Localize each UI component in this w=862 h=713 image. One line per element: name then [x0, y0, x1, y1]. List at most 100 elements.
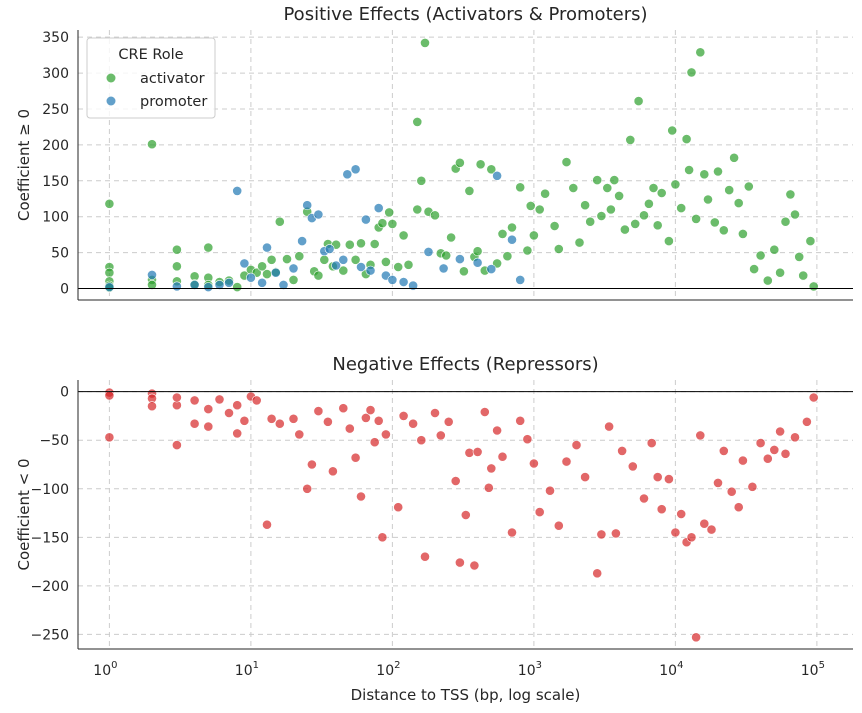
data-point — [681, 134, 692, 144]
data-point — [686, 532, 697, 543]
data-point — [755, 250, 766, 261]
top-panel: 0 50 100 150 200 250 300 350 Positive Effects (… — [15, 4, 853, 301]
data-point — [713, 477, 723, 488]
data-point — [648, 183, 659, 193]
data-point — [398, 410, 409, 421]
data-point — [104, 432, 115, 443]
y-tick-label: 300 — [42, 66, 69, 82]
data-point — [423, 246, 434, 257]
data-point — [479, 407, 490, 417]
data-point — [747, 481, 758, 492]
data-point — [398, 277, 409, 287]
data-point — [302, 200, 313, 211]
data-point — [387, 218, 398, 229]
data-point — [596, 211, 607, 221]
data-point — [360, 412, 371, 423]
data-point — [430, 408, 440, 418]
data-point — [398, 230, 409, 241]
data-point — [266, 254, 277, 265]
data-point — [297, 236, 307, 246]
data-point — [342, 169, 353, 180]
data-point — [652, 220, 663, 231]
x-tick-label: 105 — [801, 660, 825, 679]
data-point — [441, 250, 452, 261]
data-point — [620, 224, 630, 235]
data-point — [733, 502, 744, 513]
data-point — [743, 181, 754, 192]
data-point — [486, 463, 497, 474]
data-point — [147, 139, 157, 150]
data-point — [713, 166, 723, 177]
data-point — [469, 560, 480, 571]
data-point — [492, 170, 502, 181]
y-tick-label: 250 — [42, 102, 69, 118]
data-point — [691, 632, 701, 643]
data-point — [549, 221, 560, 231]
data-point — [483, 482, 494, 493]
y-tick-label: −100 — [31, 482, 69, 498]
data-point — [460, 510, 471, 520]
data-point — [350, 164, 361, 175]
data-point — [214, 279, 225, 290]
x-axis-label: Distance to TSS (bp, log scale) — [351, 686, 581, 704]
top-axes-spines — [77, 30, 853, 301]
data-point — [794, 251, 805, 262]
data-point — [446, 232, 456, 243]
data-point — [282, 254, 292, 264]
data-point — [802, 416, 812, 427]
legend-marker-promoter — [106, 96, 116, 106]
data-point — [319, 254, 330, 265]
data-point — [450, 476, 461, 486]
data-point — [684, 165, 694, 175]
data-point — [709, 217, 720, 228]
data-point — [344, 239, 355, 250]
top-y-axis-label: Coefficient ≥ 0 — [15, 109, 33, 221]
data-point — [775, 267, 785, 278]
data-point — [676, 509, 687, 519]
data-point — [369, 437, 380, 448]
legend-marker-activator — [106, 73, 116, 83]
data-point — [798, 270, 809, 281]
data-point — [288, 263, 299, 274]
data-point — [104, 198, 115, 209]
bottom-y-ticks: 0 −50 −100 −150 −200 −250 — [31, 385, 69, 644]
data-point — [416, 435, 427, 446]
data-point — [580, 200, 590, 211]
data-point — [502, 251, 513, 262]
data-point — [625, 134, 636, 145]
x-tick-label: 104 — [659, 660, 683, 679]
data-point — [288, 413, 299, 424]
data-point — [435, 430, 446, 441]
data-point — [670, 179, 681, 190]
data-point — [525, 200, 536, 211]
data-point — [270, 267, 281, 278]
data-point — [365, 265, 376, 276]
data-point — [507, 234, 517, 245]
y-tick-label: 350 — [42, 30, 69, 46]
data-point — [617, 445, 627, 456]
y-tick-label: −250 — [31, 627, 69, 643]
data-point — [780, 216, 791, 227]
data-point — [189, 279, 200, 290]
data-point — [664, 474, 674, 484]
data-point — [257, 277, 267, 288]
data-point — [529, 458, 539, 469]
data-point — [718, 225, 729, 236]
bottom-panel: 0−50−100−150−200−250 100 101 102 103 104 105 … — [15, 354, 853, 704]
data-point — [356, 491, 366, 502]
data-point — [769, 244, 780, 255]
data-point — [350, 254, 361, 265]
data-point — [808, 392, 819, 403]
data-point — [171, 392, 182, 403]
data-point — [294, 251, 305, 262]
top-scatter-points — [104, 38, 819, 293]
data-point — [553, 520, 564, 531]
data-point — [257, 261, 267, 272]
data-point — [703, 194, 713, 205]
data-point — [656, 504, 667, 515]
series-promoter — [104, 164, 526, 292]
data-point — [609, 175, 620, 185]
data-point — [785, 189, 796, 200]
data-point — [585, 216, 596, 227]
bottom-axes-spines — [77, 380, 853, 650]
